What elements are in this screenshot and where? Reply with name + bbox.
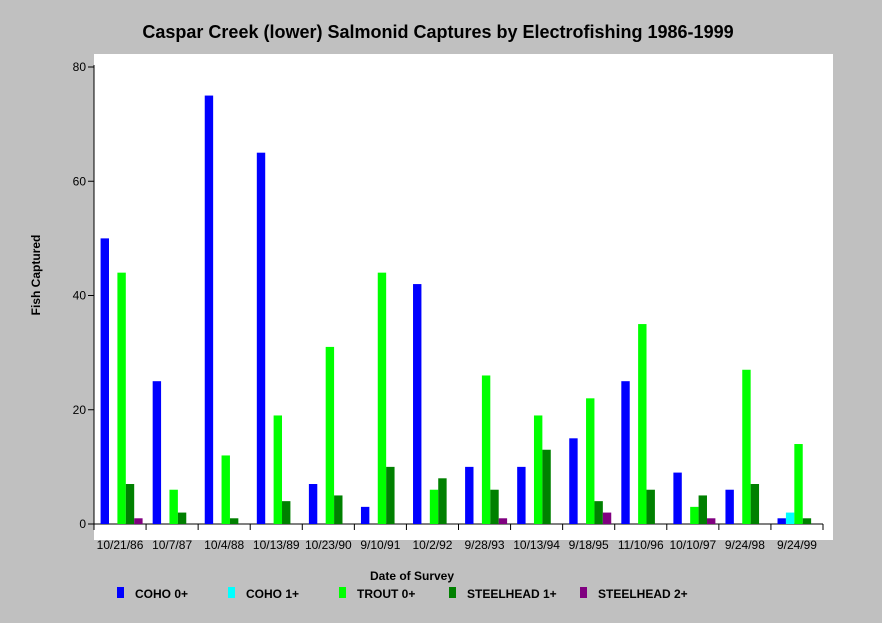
bar-steelhead-1--8 xyxy=(542,449,551,524)
legend: COHO 0+ COHO 1+ TROUT 0+ STEELHEAD 1+ STEELH… xyxy=(117,587,688,601)
bar-coho-0--1 xyxy=(152,381,162,524)
bar-trout-0--0 xyxy=(117,272,126,524)
bar-coho-0--10 xyxy=(621,381,630,524)
bar-steelhead-1--3 xyxy=(282,501,291,524)
x-tick-label: 9/28/93 xyxy=(465,538,505,552)
bar-trout-0--12 xyxy=(742,369,751,524)
bar-trout-0--13 xyxy=(794,444,803,524)
bar-coho-0--6 xyxy=(413,284,422,524)
x-tick-label: 9/24/99 xyxy=(777,538,817,552)
legend-label: COHO 1+ xyxy=(246,587,299,601)
legend-swatch xyxy=(339,587,346,598)
bar-coho-0--8 xyxy=(517,466,526,524)
bar-trout-0--9 xyxy=(586,398,595,524)
x-axis: 10/21/86 10/7/87 10/4/88 10/13/89 10/23/90 9/… xyxy=(93,523,824,552)
chart-title: Caspar Creek (lower) Salmonid Captures b… xyxy=(142,22,733,42)
bar-trout-0--2 xyxy=(221,455,230,524)
bar-trout-0--10 xyxy=(638,324,647,524)
bar-steelhead-1--9 xyxy=(594,501,603,524)
bar-coho-0--3 xyxy=(256,152,266,524)
x-tick-label: 10/7/87 xyxy=(152,538,192,552)
bar-trout-0--3 xyxy=(273,415,283,524)
y-axis: 0 20 40 60 80 xyxy=(73,60,95,531)
bar-coho-0--13 xyxy=(777,518,786,524)
legend-label: STEELHEAD 1+ xyxy=(467,587,557,601)
bar-steelhead-1--7 xyxy=(490,489,499,524)
legend-swatch xyxy=(449,587,456,598)
y-tick-label: 40 xyxy=(73,289,87,303)
legend-label: COHO 0+ xyxy=(135,587,188,601)
y-tick-label: 20 xyxy=(73,403,87,417)
bar-trout-0--6 xyxy=(429,489,439,524)
bar-steelhead-1--1 xyxy=(177,512,187,524)
bar-trout-0--11 xyxy=(690,506,699,524)
bar-coho-1--13 xyxy=(785,512,795,524)
x-tick-label: 9/24/98 xyxy=(725,538,765,552)
legend-label: STEELHEAD 2+ xyxy=(598,587,688,601)
bar-steelhead-2--7 xyxy=(498,518,508,524)
bar-steelhead-1--2 xyxy=(229,518,239,524)
bar-steelhead-1--0 xyxy=(125,484,135,524)
y-axis-label: Fish Captured xyxy=(29,235,43,316)
bar-coho-0--11 xyxy=(673,472,682,524)
bar-steelhead-2--9 xyxy=(602,512,612,524)
x-tick-label: 10/4/88 xyxy=(204,538,244,552)
x-tick-label: 9/18/95 xyxy=(569,538,609,552)
plot-area xyxy=(94,54,833,540)
bar-steelhead-1--4 xyxy=(334,495,343,524)
x-tick-label: 10/13/94 xyxy=(513,538,560,552)
bar-coho-0--5 xyxy=(360,506,370,524)
legend-swatch xyxy=(580,587,587,598)
bar-coho-0--7 xyxy=(465,466,474,524)
x-tick-label: 10/21/86 xyxy=(97,538,144,552)
bar-steelhead-2--11 xyxy=(706,518,716,524)
legend-swatch xyxy=(228,587,235,598)
y-tick-label: 0 xyxy=(79,517,86,531)
bar-coho-0--2 xyxy=(204,95,214,524)
x-tick-label: 11/10/96 xyxy=(618,538,664,552)
x-tick-label: 9/10/91 xyxy=(360,538,400,552)
legend-swatch xyxy=(117,587,124,598)
bar-coho-0--9 xyxy=(569,438,578,524)
bar-steelhead-1--10 xyxy=(646,489,655,524)
legend-label: TROUT 0+ xyxy=(357,587,415,601)
bar-trout-0--5 xyxy=(377,272,387,524)
bar-trout-0--7 xyxy=(481,375,491,524)
bar-trout-0--8 xyxy=(533,415,543,524)
x-axis-label: Date of Survey xyxy=(370,569,454,583)
bar-steelhead-1--5 xyxy=(386,466,395,524)
bars xyxy=(100,95,812,524)
y-tick-label: 80 xyxy=(73,60,87,74)
bar-trout-0--4 xyxy=(325,346,335,524)
x-tick-label: 10/13/89 xyxy=(253,538,300,552)
bar-coho-0--0 xyxy=(100,238,109,524)
bar-steelhead-1--6 xyxy=(438,478,447,524)
x-tick-label: 10/10/97 xyxy=(669,538,716,552)
bar-trout-0--1 xyxy=(169,489,178,524)
bar-steelhead-1--12 xyxy=(750,484,760,524)
bar-steelhead-1--11 xyxy=(698,495,707,524)
bar-steelhead-1--13 xyxy=(802,518,812,524)
bar-coho-0--4 xyxy=(308,484,318,524)
x-tick-label: 10/2/92 xyxy=(412,538,452,552)
bar-steelhead-2--0 xyxy=(134,518,143,524)
bar-coho-0--12 xyxy=(725,489,734,524)
x-tick-label: 10/23/90 xyxy=(305,538,352,552)
y-tick-label: 60 xyxy=(73,174,87,188)
